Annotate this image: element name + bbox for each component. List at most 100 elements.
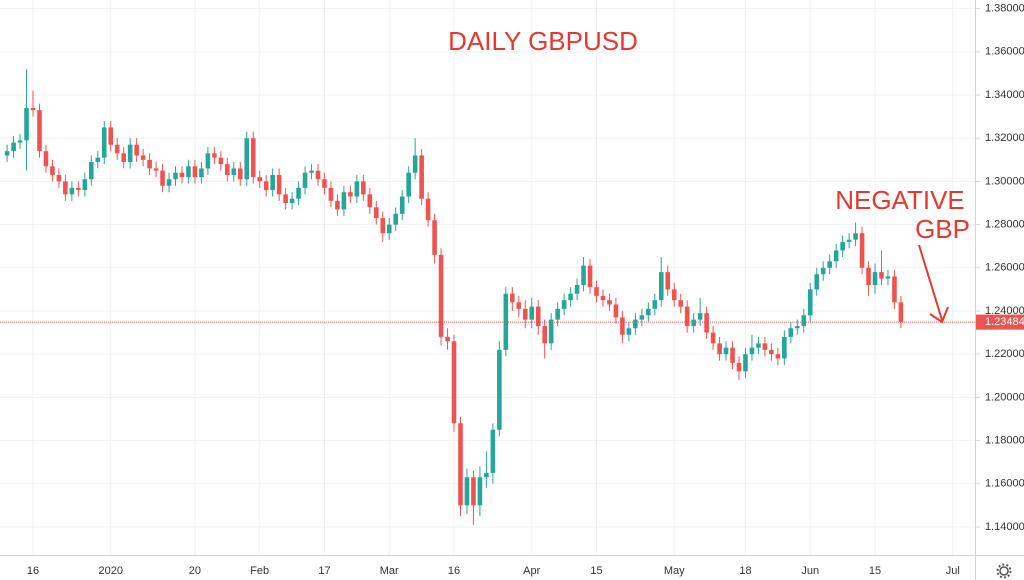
- candle-body: [69, 187, 75, 195]
- candle-body: [678, 300, 684, 307]
- candle-body: [114, 144, 120, 154]
- x-tick-label: Jul: [946, 565, 960, 577]
- axes: 1.14000 1.16000 1.18000 1.20000 1.22000 1.240…: [27, 3, 1024, 577]
- candle-body: [853, 233, 858, 240]
- candle-body: [872, 272, 878, 286]
- candle-body: [717, 343, 722, 355]
- candle-body: [859, 233, 865, 268]
- candle-body: [17, 140, 23, 143]
- candle-body: [555, 308, 560, 320]
- candle-body: [4, 151, 10, 156]
- candle-body: [134, 144, 139, 156]
- candle-body: [600, 295, 606, 301]
- candle-body: [626, 328, 632, 335]
- candle-body: [749, 347, 755, 355]
- grid: [0, 0, 975, 555]
- candle-body: [458, 423, 463, 506]
- candle-body: [335, 200, 340, 210]
- candle-body: [510, 293, 515, 303]
- candle-body: [37, 110, 42, 152]
- gear[interactable]: [999, 566, 1009, 576]
- candle-body: [490, 429, 496, 473]
- candle-body: [620, 317, 625, 335]
- last-price-label: 1.23484: [985, 316, 1024, 328]
- candle-body: [108, 127, 114, 145]
- candle-body: [225, 164, 230, 175]
- candle-body: [302, 172, 308, 188]
- candle-body: [581, 265, 586, 286]
- candle-body: [406, 172, 411, 197]
- candle-body: [328, 187, 334, 201]
- x-tick-label: 18: [739, 565, 751, 577]
- candle-body: [898, 302, 904, 323]
- candle-body: [237, 168, 243, 180]
- candle-body: [56, 174, 62, 182]
- candle-body: [43, 151, 49, 167]
- candle-body: [30, 107, 36, 111]
- y-tick-label: 1.38000: [985, 3, 1024, 15]
- y-tick-label: 1.22000: [985, 348, 1024, 360]
- y-tick-label: 1.16000: [985, 478, 1024, 490]
- candle-body: [24, 107, 29, 141]
- candle-body: [101, 127, 107, 158]
- candle-body: [50, 166, 55, 175]
- x-tick-label: 16: [448, 565, 460, 577]
- candle-body: [782, 336, 787, 359]
- candle-body: [192, 166, 198, 178]
- x-tick-label: 17: [318, 565, 330, 577]
- candle-body: [477, 477, 483, 506]
- candle-body: [846, 239, 852, 242]
- candle-body: [419, 155, 424, 199]
- candle-body: [348, 192, 353, 197]
- candle-body: [263, 181, 269, 191]
- candle-body: [794, 326, 800, 329]
- candle-body: [82, 179, 88, 191]
- candle-body: [199, 168, 204, 178]
- candle-body: [691, 319, 696, 327]
- candle-body: [866, 267, 871, 286]
- candle-body: [173, 172, 178, 180]
- candle-body: [76, 187, 81, 191]
- settings-icon[interactable]: [996, 563, 1012, 579]
- candle-body: [393, 213, 399, 225]
- candle-body: [697, 313, 703, 320]
- candle-body: [153, 168, 159, 171]
- candle-body: [373, 207, 379, 219]
- candle-body: [283, 194, 288, 203]
- x-tick-label: 16: [27, 565, 39, 577]
- last-price-tag: [976, 314, 1024, 330]
- candle-body: [399, 196, 405, 214]
- candle-body: [639, 315, 645, 320]
- candle-body: [885, 276, 891, 279]
- candle-body: [503, 293, 509, 350]
- candle-body: [561, 300, 567, 309]
- candle-body: [309, 170, 314, 173]
- y-tick-label: 1.34000: [985, 89, 1024, 101]
- gear-teeth[interactable]: [996, 563, 1012, 579]
- candle-body: [892, 276, 897, 303]
- candle-body: [11, 142, 16, 152]
- candle-body: [244, 138, 250, 180]
- y-tick-label: 1.32000: [985, 132, 1024, 144]
- candle-body: [775, 354, 781, 359]
- chart-title: DAILY GBPUSD: [448, 26, 638, 56]
- candle-body: [186, 166, 191, 178]
- candles: [4, 69, 904, 525]
- candle-body: [432, 220, 437, 255]
- candle-body: [218, 157, 224, 165]
- candle-body: [542, 326, 547, 344]
- candle-body: [529, 306, 535, 320]
- candle-body: [127, 144, 133, 162]
- candle-body: [212, 153, 217, 158]
- candle-body: [438, 254, 444, 337]
- candle-body: [516, 302, 522, 309]
- candle-body: [833, 250, 839, 262]
- candle-body: [665, 272, 671, 290]
- candle-body: [497, 349, 502, 430]
- candle-body: [147, 159, 152, 169]
- annotation: GBP: [915, 214, 970, 244]
- candle-body: [814, 274, 820, 290]
- candle-body: [613, 304, 619, 318]
- candle-body: [801, 315, 807, 327]
